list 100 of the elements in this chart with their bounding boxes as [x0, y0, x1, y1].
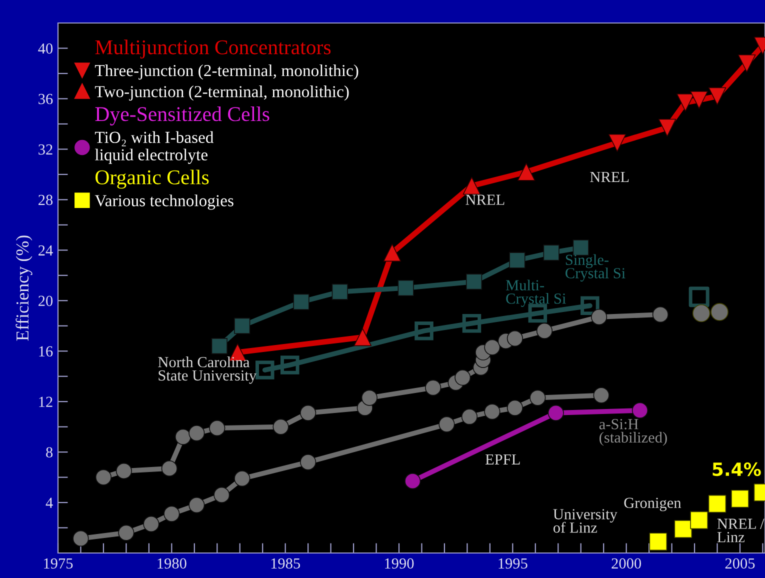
point	[188, 496, 205, 514]
x-tick-label: 1995	[498, 558, 528, 569]
y-tick-label: 16	[39, 346, 53, 357]
point	[118, 524, 134, 541]
annotation: NREL	[590, 172, 629, 182]
point	[593, 387, 610, 404]
y-tick-label: 36	[38, 94, 53, 104]
point	[438, 416, 455, 432]
point	[164, 506, 180, 522]
point	[209, 420, 226, 436]
y-tick-label: 40	[38, 43, 53, 54]
point	[466, 274, 482, 290]
point	[272, 418, 289, 435]
point	[632, 402, 648, 418]
x-tick-label: 2005	[725, 558, 755, 569]
point	[300, 454, 316, 470]
point	[649, 532, 668, 551]
point	[404, 473, 421, 490]
point	[688, 286, 710, 308]
point	[188, 425, 205, 442]
point	[414, 322, 434, 340]
point	[332, 284, 348, 300]
point	[509, 252, 526, 268]
point	[738, 54, 756, 72]
x-tick-label: 1990	[385, 558, 414, 569]
point	[506, 330, 523, 347]
point	[461, 408, 478, 425]
y-tick-label: 28	[38, 194, 53, 206]
point	[234, 470, 250, 487]
point	[484, 339, 500, 356]
annotation: Organic Cells	[96, 170, 209, 189]
y-axis-title: Efficiency (%)	[16, 236, 32, 341]
point	[454, 370, 471, 386]
y-tick-label: 12	[39, 396, 52, 407]
point	[72, 530, 89, 547]
point	[658, 118, 676, 137]
point	[543, 244, 560, 261]
annotation: Single- Crystal Si	[566, 254, 626, 282]
y-tick-label: 20	[38, 296, 53, 306]
annotation: Multi- Crystal Si	[506, 280, 566, 307]
point	[398, 280, 414, 296]
point	[590, 308, 608, 326]
annotation: North Carolina State University	[158, 356, 256, 384]
point	[608, 134, 626, 152]
y-tick-label: 4	[46, 498, 53, 508]
point	[731, 490, 749, 508]
point	[652, 306, 668, 323]
x-tick-label: 1985	[271, 558, 300, 569]
point	[580, 296, 600, 316]
point	[425, 380, 442, 396]
annotation: Gronigen	[624, 498, 682, 512]
legend-label: TiO₂ with I-based liquid electrolyte	[94, 131, 214, 164]
point	[462, 176, 481, 195]
legend-label: Two-junction (2-terminal, monolithic)	[94, 86, 349, 101]
x-tick-label: 1980	[158, 558, 186, 569]
point	[484, 404, 500, 420]
point	[708, 494, 726, 513]
point	[300, 404, 316, 421]
point	[674, 520, 692, 538]
point	[143, 516, 160, 532]
point	[383, 244, 402, 262]
point	[548, 404, 564, 421]
y-tick-label: 24	[38, 245, 53, 256]
annotation: a-Si:H (stabilized)	[599, 419, 667, 446]
point	[116, 462, 132, 480]
point	[214, 486, 230, 504]
annotation: Multijunction Concentrators	[95, 40, 331, 59]
point	[161, 460, 178, 477]
point	[293, 294, 310, 310]
annotation: NREL / Linz	[717, 518, 764, 542]
x-tick-label: 2000	[612, 558, 642, 569]
point	[708, 87, 726, 106]
annotation: 5.4%	[712, 462, 761, 476]
point	[255, 360, 274, 380]
y-tick-label: 8	[46, 447, 53, 458]
point	[517, 162, 536, 181]
legend-label: Various technologies	[94, 194, 234, 210]
point	[530, 390, 546, 406]
point	[690, 511, 708, 530]
point	[280, 356, 300, 374]
point	[536, 322, 553, 339]
annotation: NREL	[466, 194, 504, 205]
point	[690, 91, 708, 109]
point	[692, 304, 710, 322]
annotation: University of Linz	[553, 509, 618, 533]
point	[95, 469, 112, 486]
annotation: Dye-Sensitized Cells	[95, 106, 270, 126]
point	[211, 338, 228, 354]
y-tick-label: 32	[38, 144, 52, 155]
point	[234, 318, 250, 334]
x-tick-label: 1975	[44, 558, 73, 569]
annotation: EPFL	[485, 454, 520, 464]
point	[462, 314, 482, 333]
point	[506, 400, 523, 416]
point	[361, 390, 378, 406]
point	[676, 94, 694, 112]
point	[174, 428, 192, 445]
point	[710, 303, 728, 321]
legend-label: Three-junction (2-terminal, monolithic)	[94, 64, 358, 80]
point	[354, 328, 372, 346]
